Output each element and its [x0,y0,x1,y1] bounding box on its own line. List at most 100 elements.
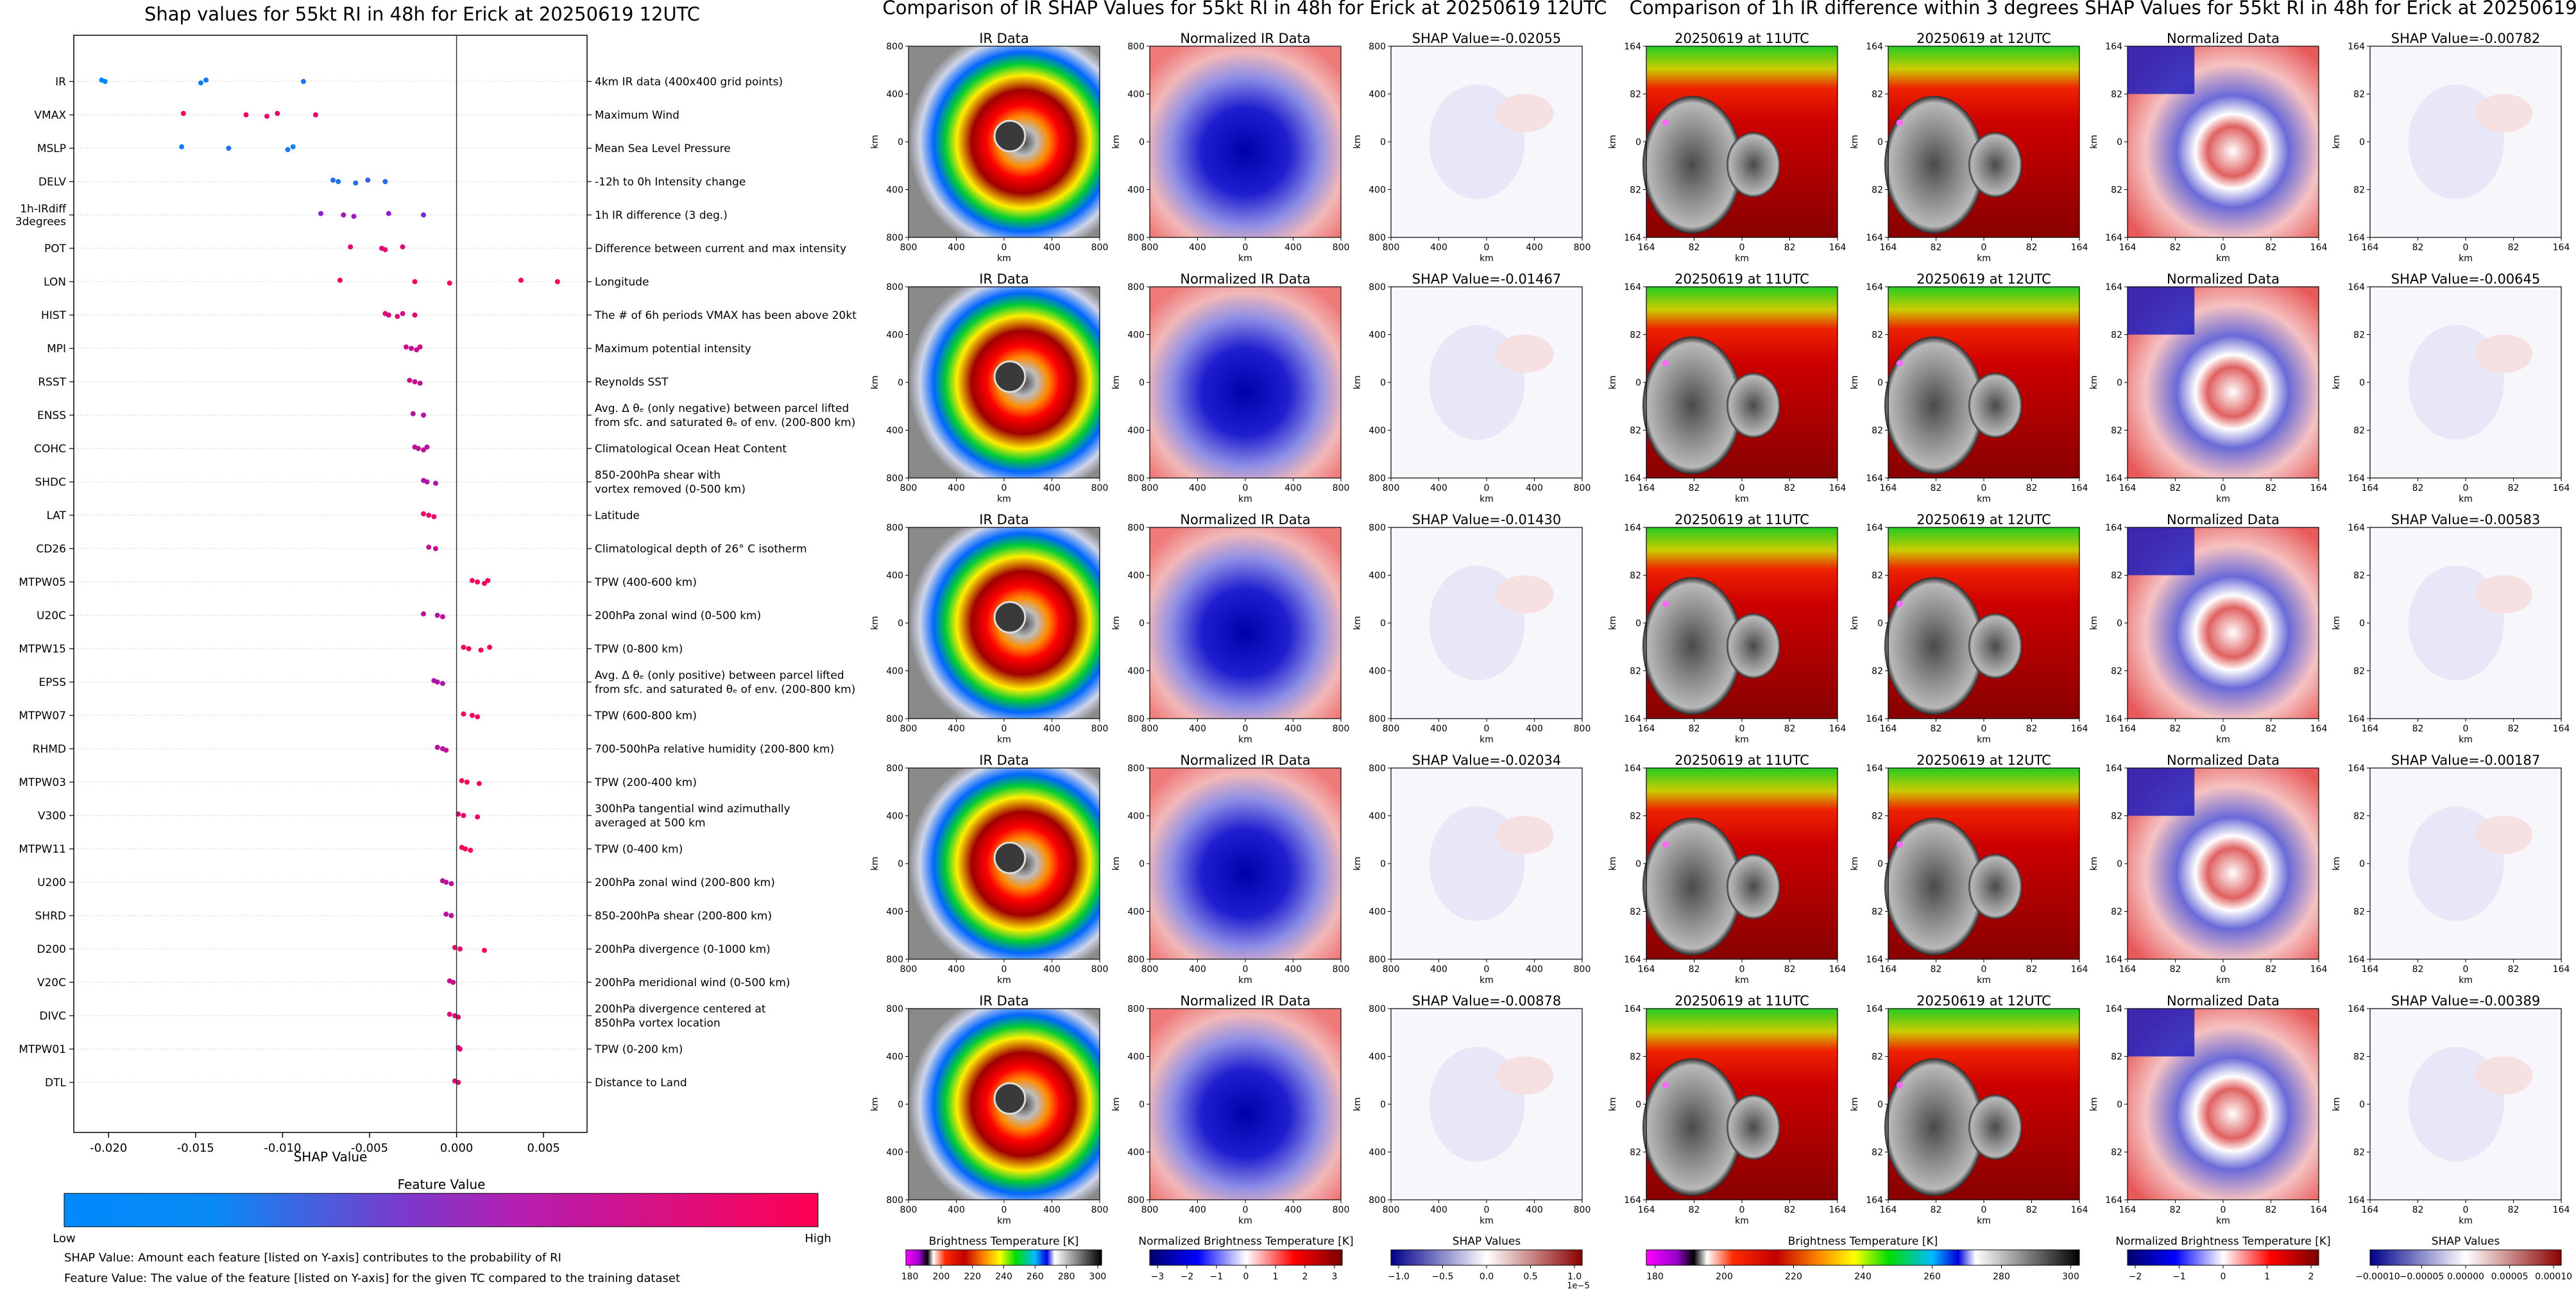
x-tick-label: 164 [1829,243,1847,253]
feature-name-label: V20C [37,977,66,989]
y-tick-label: 800 [1127,474,1145,484]
x-tick-label: 0 [1243,1205,1249,1215]
colorbar-tick-label: 0 [2221,1272,2226,1282]
shap-point [424,444,430,450]
x-tick-label: 164 [2553,724,2570,734]
x-tick-label: 82 [2170,724,2181,734]
shap-point [102,79,108,84]
y-tick-label: 0 [1635,859,1641,869]
x-axis-label: km [997,253,1011,264]
y-tick-label: 400 [886,330,903,341]
shap-structure [1496,815,1554,855]
y-tick-label: 0 [1139,859,1145,869]
colorbar-tick-label: 240 [995,1272,1012,1282]
colorbar-label: Normalized Brightness Temperature [K] [1138,1235,1353,1248]
y-tick-label: 82 [1630,1052,1641,1063]
feature-name-label: LAT [46,509,66,522]
x-tick-label: -0.005 [351,1141,388,1155]
y-tick-label: 82 [1872,330,1883,341]
shap-point [448,881,454,887]
shap-point [400,311,405,316]
y-axis-label: km [1111,1097,1122,1111]
y-axis-label: km [2089,857,2099,871]
feature-description-label: Distance to Land [595,1077,687,1089]
panel-title: 20250619 at 11UTC [1675,993,1809,1009]
x-axis-label: SHAP Value [294,1149,368,1165]
y-tick-label: 800 [1369,764,1386,774]
colorbar-tick-label: 220 [1785,1272,1802,1282]
x-tick-label: 800 [1141,483,1159,493]
x-tick-label: 82 [2170,964,2181,975]
feature-name-label: MSLP [37,142,66,155]
x-axis-label: km [1735,1216,1749,1226]
shap-point [421,511,427,516]
x-tick-label: 164 [2119,724,2137,734]
x-tick-label: 82 [2508,483,2520,493]
shap-structure [2475,334,2533,373]
y-tick-label: 164 [1866,523,1883,533]
feature-description-label: from sfc. and saturated θₑ of env. (200-… [595,683,855,696]
x-tick-label: 82 [2265,964,2277,975]
panel-title: SHAP Value=-0.02055 [1412,31,1562,46]
x-tick-label: 164 [2310,724,2328,734]
x-tick-label: 82 [1689,1205,1700,1215]
x-axis-label: km [1977,1216,1991,1226]
y-tick-label: 82 [2353,90,2365,100]
feature-name-label: MTPW03 [19,776,66,789]
shap-point [417,380,423,386]
x-tick-label: 164 [1638,724,1655,734]
feature-description-label: Maximum Wind [595,109,679,122]
colorbar-tick-label: 180 [1646,1272,1664,1282]
panel-title: 20250619 at 11UTC [1675,31,1809,46]
shap-point [457,946,463,952]
y-tick-label: 164 [1866,764,1883,774]
y-axis-label: km [1352,135,1363,149]
x-tick-label: 0 [1981,243,1987,253]
x-tick-label: 164 [1638,964,1655,975]
y-tick-label: 164 [2348,1195,2365,1206]
colorbar-tick-label: 260 [1923,1272,1941,1282]
x-axis-label: km [1480,735,1494,745]
y-tick-label: 400 [1369,90,1386,100]
panel-title: IR Data [979,271,1029,287]
x-tick-label: 164 [2071,483,2088,493]
x-tick-label: 82 [2026,243,2038,253]
y-tick-label: 0 [2117,1100,2122,1110]
x-tick-label: 82 [2026,724,2038,734]
y-tick-label: 82 [2111,812,2122,822]
x-tick-label: 0 [1243,964,1249,975]
x-tick-label: 400 [1043,483,1061,493]
y-tick-label: 0 [1635,619,1641,629]
colorbar-strip [1149,1249,1343,1266]
panel-title: SHAP Value=-0.01467 [1412,271,1562,287]
shap-point [461,644,466,650]
feature-description-label: Reynolds SST [595,376,669,389]
x-axis-label: km [1977,735,1991,745]
shap-point [457,1046,463,1052]
x-tick-label: 800 [900,964,917,975]
x-tick-label: 82 [1931,724,1942,734]
note-feature-value: Feature Value: The value of the feature … [64,1272,680,1285]
y-tick-label: 164 [2105,282,2122,293]
x-tick-label: 164 [1880,964,1897,975]
y-tick-label: 800 [1127,233,1145,243]
y-tick-label: 82 [2111,571,2122,581]
y-tick-label: 800 [1369,233,1386,243]
y-tick-label: 800 [1369,1004,1386,1014]
feature-description-label: Climatological Ocean Heat Content [595,443,787,456]
x-tick-label: 164 [1638,243,1655,253]
feature-description-label: 1h IR difference (3 deg.) [595,209,728,222]
y-tick-label: 400 [1369,330,1386,341]
y-axis-label: km [1352,857,1363,871]
shap-point [337,277,343,283]
